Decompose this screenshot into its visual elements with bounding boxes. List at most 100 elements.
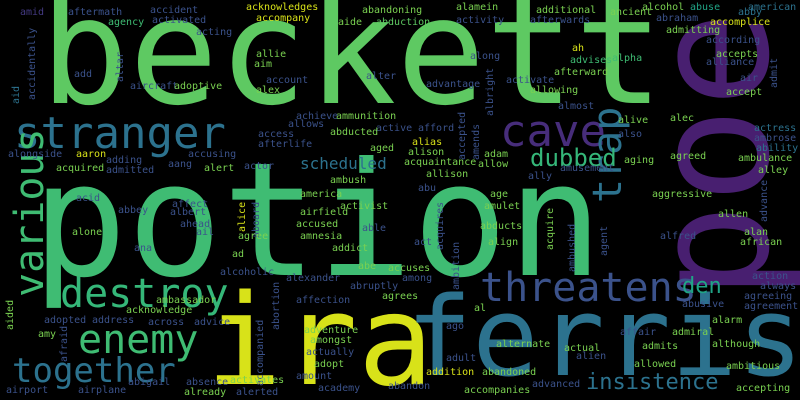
word-activated: activated xyxy=(152,15,207,26)
word-accidentally: accidentally xyxy=(27,27,38,100)
word-able: able xyxy=(362,223,387,234)
word-acknowledge: acknowledge xyxy=(126,305,193,316)
word-active: active xyxy=(376,123,413,134)
word-alec: alec xyxy=(670,113,695,124)
word-always: always xyxy=(760,281,797,292)
word-abduction: abduction xyxy=(376,17,431,28)
word-aircraft: aircraft xyxy=(130,81,179,92)
word-admits: admits xyxy=(642,341,679,352)
word-abandon: abandon xyxy=(388,381,431,392)
word-agency: agency xyxy=(108,17,145,28)
word-beckett: beckett xyxy=(40,0,664,138)
word-align: align xyxy=(488,237,519,248)
word-actually: actually xyxy=(306,347,355,358)
word-alter: alter xyxy=(366,71,397,82)
word-abducts: abducts xyxy=(480,221,523,232)
word-afterlife: afterlife xyxy=(258,139,313,150)
word-albright: albright xyxy=(485,67,496,116)
word-acquaintance: acquaintance xyxy=(404,157,477,168)
word-ambassador: ambassador xyxy=(156,295,217,306)
word-agent: agent xyxy=(599,225,610,256)
word-amusement: amusement xyxy=(560,163,615,174)
word-ancient: ancient xyxy=(610,7,653,18)
word-advantage: advantage xyxy=(426,79,481,90)
word-accept: accept xyxy=(726,87,763,98)
word-admit: admit xyxy=(769,57,780,88)
word-amount: amount xyxy=(296,371,333,382)
word-alison: alison xyxy=(408,147,445,158)
word-also: also xyxy=(618,129,643,140)
word-alliance: alliance xyxy=(706,57,755,68)
word-alexander: alexander xyxy=(286,273,341,284)
word-according: according xyxy=(706,35,761,46)
word-adam: adam xyxy=(484,149,509,160)
word-addition: addition xyxy=(426,367,475,378)
word-ad: ad xyxy=(232,249,245,260)
word-al: al xyxy=(474,303,487,314)
word-ally: ally xyxy=(528,171,553,182)
word-aided: aided xyxy=(5,299,16,330)
word-abigail: abigail xyxy=(128,377,171,388)
word-potion: potion xyxy=(32,129,603,313)
word-account: account xyxy=(266,75,309,86)
word-allowed: allowed xyxy=(634,359,677,370)
word-aggressive: aggressive xyxy=(652,189,713,200)
word-allison: allison xyxy=(426,169,469,180)
word-abuse: abuse xyxy=(690,2,721,13)
word-amid: amid xyxy=(20,7,45,18)
word-alternate: alternate xyxy=(496,339,551,350)
word-agrees: agrees xyxy=(382,291,419,302)
word-altar: altar xyxy=(115,51,126,82)
word-ah: ah xyxy=(572,43,585,54)
word-ira: ira xyxy=(206,267,434,400)
word-ambush: ambush xyxy=(330,175,367,186)
word-abby: abby xyxy=(738,7,763,18)
word-admitting: admitting xyxy=(666,25,721,36)
word-ammunition: ammunition xyxy=(336,111,397,122)
word-advanced: advanced xyxy=(532,379,581,390)
word-airfield: airfield xyxy=(300,207,349,218)
word-advance: advance xyxy=(759,179,770,222)
word-alpha: alpha xyxy=(612,53,643,64)
word-additional: additional xyxy=(536,5,597,16)
word-aaron: aaron xyxy=(76,149,107,160)
word-alien: alien xyxy=(576,351,607,362)
word-afford: afford xyxy=(418,123,455,134)
word-acting: acting xyxy=(196,27,233,38)
word-admiral: admiral xyxy=(672,327,715,338)
word-absence: absence xyxy=(186,377,229,388)
word-accepting: accepting xyxy=(736,383,791,394)
word-together: together xyxy=(12,351,176,391)
word-affection: affection xyxy=(296,295,351,306)
word-destroy: destroy xyxy=(60,271,229,317)
word-act: act xyxy=(414,237,433,248)
word-accused: accused xyxy=(296,219,339,230)
word-acknowledges: acknowledges xyxy=(246,2,319,13)
word-alongside: alongside xyxy=(8,149,63,160)
word-abe: abe xyxy=(358,261,377,272)
word-alone: alone xyxy=(72,227,103,238)
word-allows: allows xyxy=(288,119,325,130)
word-adding: adding xyxy=(106,155,143,166)
word-airport: airport xyxy=(6,385,49,396)
word-almost: almost xyxy=(558,101,595,112)
word-ambitious: ambitious xyxy=(726,361,781,372)
word-action: action xyxy=(752,271,789,282)
word-amends: amends xyxy=(471,123,482,160)
word-accepts: accepts xyxy=(716,49,759,60)
word-american: american xyxy=(748,2,797,13)
word-albert: albert xyxy=(170,207,207,218)
word-abu: abu xyxy=(418,183,437,194)
word-agreement: agreement xyxy=(744,301,799,312)
word-accompanies: accompanies xyxy=(464,385,531,396)
word-agreeing: agreeing xyxy=(744,291,793,302)
word-allen: allen xyxy=(718,209,749,220)
word-allowing: allowing xyxy=(530,85,579,96)
word-alcoholic: alcoholic xyxy=(220,267,275,278)
word-affair: affair xyxy=(620,327,657,338)
word-accompany: accompany xyxy=(256,13,311,24)
word-age: age xyxy=(490,189,509,200)
word-allie: allie xyxy=(256,49,287,60)
word-insistence: insistence xyxy=(586,370,719,395)
